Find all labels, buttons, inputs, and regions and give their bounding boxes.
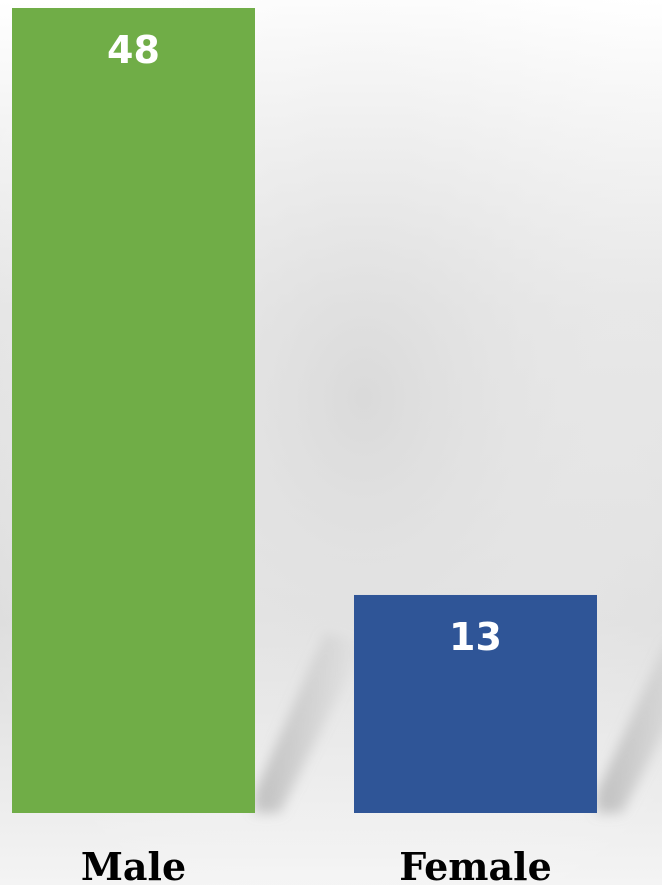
bar-male — [12, 8, 255, 813]
bar-shadow-male — [255, 633, 365, 813]
bars — [12, 8, 597, 813]
category-label-male: Male — [81, 844, 186, 885]
data-label-male: 48 — [107, 28, 160, 72]
bar-shadows — [255, 633, 662, 813]
category-label-female: Female — [399, 844, 552, 885]
data-label-female: 13 — [449, 615, 502, 659]
bar-shadow-female — [597, 650, 662, 813]
bar-female — [354, 594, 597, 813]
labels: 48 Male 13 Female — [81, 28, 552, 885]
